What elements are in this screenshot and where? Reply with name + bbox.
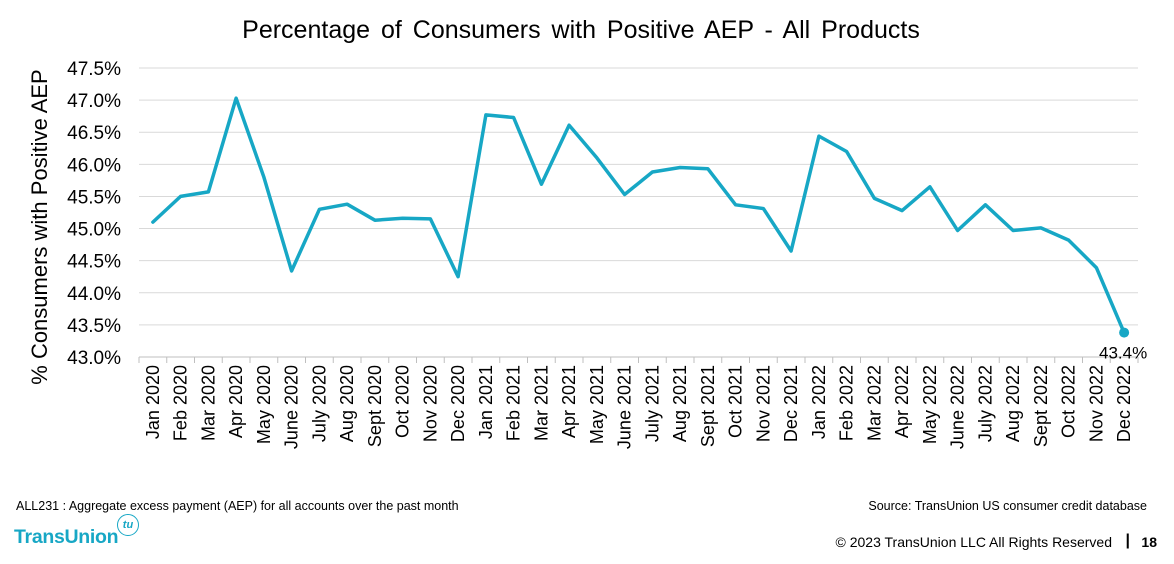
x-tick-label: July 2020 [309,365,329,442]
x-tick-label: May 2022 [920,365,940,444]
x-tick-label: June 2021 [615,365,635,449]
footnote-source: Source: TransUnion US consumer credit da… [868,499,1147,513]
x-tick-label: Feb 2020 [171,365,191,441]
y-tick-label: 43.5% [67,316,121,337]
y-axis-ticks: 43.0% 43.5% 44.0% 44.5% 45.0% 45.5% 46.0% 46.5%… [67,59,121,369]
series-line [151,96,1126,335]
y-tick-label: 44.0% [67,284,121,305]
x-tick-label: Oct 2020 [393,365,413,438]
series-layer [151,96,1126,335]
line-chart: Percentage of Consumers with Positive AE… [27,16,1147,449]
x-tick-label: Oct 2021 [726,365,746,438]
x-tick-label: Aug 2022 [1003,365,1023,442]
y-axis-label: % Consumers with Positive AEP [27,69,52,384]
gridlines [139,67,1138,326]
x-tick-label: Apr 2022 [892,365,912,438]
x-tick-label: May 2020 [254,365,274,444]
annotation-layer: 43.4% [1099,327,1147,363]
x-tick-label: Dec 2022 [1114,365,1134,442]
chart-title: Percentage of Consumers with Positive AE… [242,16,920,44]
x-tick-label: June 2022 [948,365,968,449]
x-tick-label: Mar 2021 [531,365,551,441]
x-tick-label: Nov 2022 [1086,365,1106,442]
x-tick-label: Nov 2021 [753,365,773,442]
x-tick-label: Sept 2021 [698,365,718,447]
x-tick-label: July 2022 [975,365,995,442]
x-tick-label: Mar 2020 [198,365,218,441]
x-tick-label: Feb 2021 [504,365,524,441]
x-tick-label: Aug 2020 [337,365,357,442]
transunion-logo-badge-icon: tu [117,514,139,536]
x-tick-label: Sept 2020 [365,365,385,447]
x-tick-label: Jan 2020 [143,365,163,439]
page-number: 18 [1141,534,1157,550]
x-tick-label: July 2021 [642,365,662,442]
x-tick-label: Mar 2022 [864,365,884,441]
x-tick-label: Jan 2021 [476,365,496,439]
footnote-definition: ALL231 : Aggregate excess payment (AEP) … [16,499,459,513]
transunion-logo: TransUnion [14,526,119,548]
x-tick-label: Feb 2022 [837,365,857,441]
x-tick-label: Sept 2022 [1031,365,1051,447]
x-tick-label: Apr 2021 [559,365,579,438]
data-label: 43.4% [1099,344,1147,363]
y-tick-label: 46.5% [67,123,121,144]
y-tick-label: 45.5% [67,187,121,208]
x-tick-label: Jan 2022 [809,365,829,439]
x-tick-label: Apr 2020 [226,365,246,438]
y-tick-label: 47.5% [67,59,121,80]
x-tick-label: Nov 2020 [420,365,440,442]
data-point-marker [1119,327,1130,338]
x-tick-label: Oct 2022 [1059,365,1079,438]
y-tick-label: 43.0% [67,348,121,369]
x-tick-label: Aug 2021 [670,365,690,442]
y-tick-label: 46.0% [67,155,121,176]
x-tick-label: Dec 2020 [448,365,468,442]
x-tick-label: Dec 2021 [781,365,801,442]
copyright: © 2023 TransUnion LLC All Rights Reserve… [835,534,1112,550]
y-tick-label: 47.0% [67,91,121,112]
x-axis: Jan 2020 Feb 2020 Mar 2020 Apr 2020 May 2020… [138,356,1139,449]
y-tick-label: 44.5% [67,252,121,273]
page-separator: | [1125,532,1130,549]
x-tick-label: May 2021 [587,365,607,444]
x-tick-label: June 2020 [282,365,302,449]
y-tick-label: 45.0% [67,220,121,241]
